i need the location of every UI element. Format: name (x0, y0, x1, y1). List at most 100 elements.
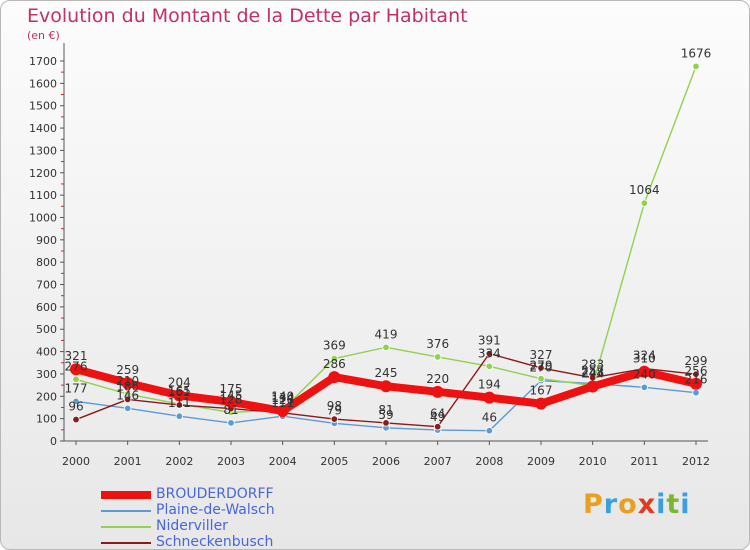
logo-letter: o (618, 489, 638, 520)
data-point (692, 370, 700, 378)
data-point (586, 380, 599, 393)
data-label: 310 (633, 352, 656, 366)
y-tick-label: 400 (36, 346, 57, 359)
data-label: 126 (271, 393, 294, 407)
data-label: 321 (65, 349, 88, 363)
y-tick-label: 1400 (29, 122, 57, 135)
data-label: 49 (430, 410, 445, 424)
legend-label: BROUDERDORFF (156, 486, 274, 502)
data-label: 111 (271, 396, 294, 410)
data-label: 283 (581, 358, 604, 372)
data-label: 186 (116, 379, 139, 393)
x-tick-label: 2011 (630, 455, 658, 468)
legend-item: Niderviller (101, 518, 361, 535)
logo-letter: r (603, 489, 619, 520)
x-tick-label: 2003 (217, 455, 245, 468)
data-point (123, 404, 132, 413)
data-label: 240 (633, 367, 656, 381)
legend-swatch (101, 491, 151, 499)
y-tick-label: 300 (36, 368, 57, 381)
data-label: 419 (375, 327, 398, 341)
data-label: 194 (478, 378, 501, 392)
data-point (640, 383, 649, 392)
data-point (433, 422, 442, 431)
y-tick-label: 900 (36, 234, 57, 247)
data-point (276, 405, 289, 418)
data-point (690, 377, 702, 390)
data-labels-layer: 177 146 111 81 111 79 59 49 46 270 257 240 216 276 210… (65, 46, 712, 424)
data-label: 245 (375, 366, 398, 380)
y-tick-label: 700 (36, 279, 57, 292)
x-tick-label: 2001 (114, 455, 142, 468)
logo-letter: P (583, 489, 604, 520)
data-label: 46 (482, 411, 497, 425)
logo-letter: i (680, 489, 691, 520)
data-label: 270 (530, 361, 553, 375)
y-tick-label: 600 (36, 301, 57, 314)
data-point (535, 397, 547, 410)
data-point (433, 353, 442, 361)
data-label: 244 (581, 366, 604, 380)
legend-label: Plaine-de-Walsch (156, 502, 275, 518)
data-label: 175 (220, 382, 243, 396)
data-label: 140 (271, 390, 294, 404)
data-point (483, 391, 496, 404)
data-label: 79 (327, 403, 342, 417)
data-label: 98 (327, 399, 342, 413)
legend-item: BROUDERDORFF (101, 486, 361, 503)
data-point (70, 363, 82, 376)
data-label: 279 (530, 359, 553, 373)
x-tick-label: 2010 (579, 455, 607, 468)
data-label: 210 (116, 374, 139, 388)
y-tick-label: 1000 (29, 211, 57, 224)
data-point (227, 419, 235, 427)
x-tick-label: 2009 (527, 455, 555, 468)
y-tick-label: 1600 (29, 77, 57, 90)
y-tick-label: 1500 (29, 100, 57, 113)
data-point (692, 389, 700, 397)
y-tick-label: 1200 (29, 167, 57, 180)
data-label: 146 (116, 388, 139, 402)
x-tick-label: 2004 (269, 455, 297, 468)
x-tick-label: 2002 (165, 455, 193, 468)
legend-item: Schneckenbusch (101, 534, 361, 549)
data-label: 376 (426, 337, 449, 351)
data-point (175, 401, 184, 409)
data-point (485, 362, 494, 371)
data-label: 177 (65, 381, 88, 395)
data-point (640, 199, 649, 207)
data-point (382, 419, 390, 427)
data-point (121, 377, 134, 390)
data-label: 81 (378, 403, 393, 417)
data-point (380, 380, 392, 393)
data-label: 299 (685, 354, 708, 368)
data-point (638, 365, 651, 378)
data-label: 134 (271, 391, 294, 405)
logo-letter: t (666, 489, 681, 520)
series-layer (70, 62, 702, 435)
data-point (328, 371, 341, 384)
data-label: 204 (168, 375, 191, 389)
unit-label: (en €) (27, 29, 60, 42)
data-label: 259 (116, 363, 139, 377)
data-label: 167 (530, 384, 553, 398)
data-label: 96 (68, 400, 83, 414)
data-point (225, 395, 237, 408)
logo-letter: x (637, 489, 657, 520)
data-label: 64 (430, 407, 445, 421)
y-tick-label: 1300 (29, 144, 57, 157)
chart-title: Evolution du Montant de la Dette par Hab… (27, 5, 468, 27)
data-point (72, 397, 80, 406)
data-label: 220 (426, 372, 449, 386)
data-label: 391 (478, 334, 501, 348)
data-label: 1676 (681, 46, 712, 60)
y-tick-label: 0 (50, 435, 57, 448)
y-tick-label: 100 (36, 413, 57, 426)
y-tick-label: 1700 (29, 55, 57, 68)
data-label: 81 (223, 403, 238, 417)
data-label: 128 (220, 392, 243, 406)
logo-letter: i (656, 489, 667, 520)
y-tick-label: 1100 (29, 189, 57, 202)
data-label: 257 (581, 364, 604, 378)
